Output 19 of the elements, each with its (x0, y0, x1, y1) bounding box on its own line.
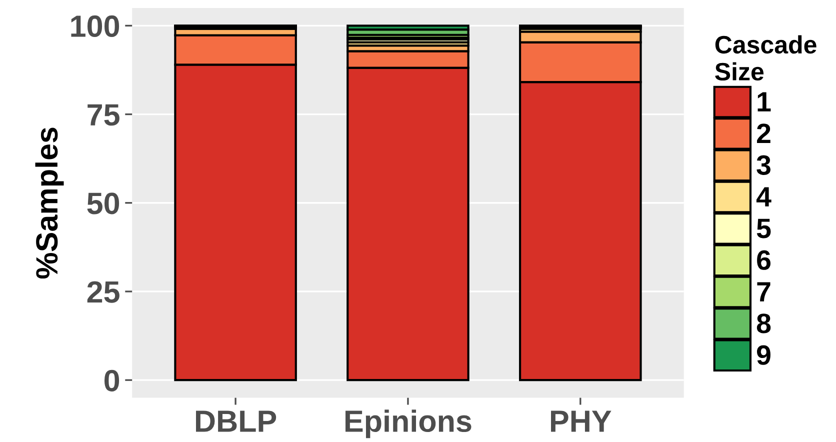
legend-label: 8 (756, 314, 771, 334)
y-tick-label: 25 (87, 281, 120, 303)
y-tick-label: 75 (88, 104, 120, 126)
legend-title: Cascade Size (715, 35, 816, 81)
x-tick-label: DBLP (196, 410, 276, 432)
x-tick-label: PHY (551, 410, 612, 432)
legend-label: 2 (756, 124, 770, 143)
legend-label: 3 (756, 155, 770, 175)
x-tick-label: Epinions (346, 410, 472, 438)
legend-label: 6 (757, 250, 770, 270)
legend-label: 9 (756, 345, 770, 365)
y-tick-label: 0 (104, 370, 120, 392)
legend-label: 1 (758, 92, 771, 112)
y-tick-label: 100 (71, 15, 120, 38)
legend-label: 7 (757, 282, 770, 302)
legend-label: 4 (756, 187, 772, 206)
legend-label: 5 (756, 218, 771, 238)
y-axis-title: %Samples (35, 128, 64, 279)
y-tick-label: 50 (87, 192, 120, 214)
